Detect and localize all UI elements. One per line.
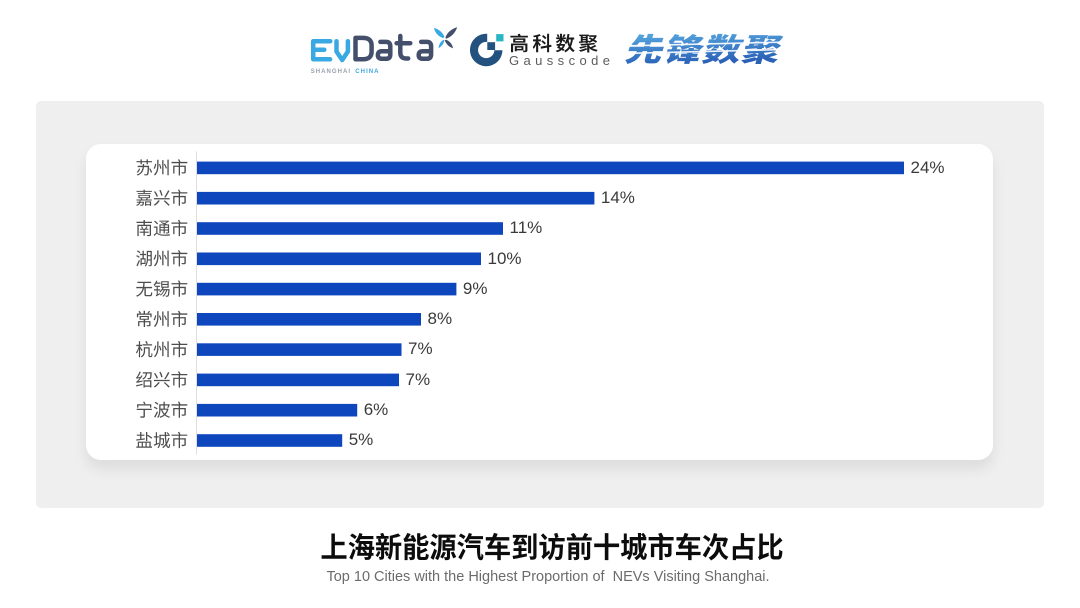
svg-text:SHANGHAI: SHANGHAI <box>311 69 351 75</box>
svg-text:CHINA: CHINA <box>355 69 379 75</box>
svg-text:Gausscode: Gausscode <box>509 53 614 68</box>
